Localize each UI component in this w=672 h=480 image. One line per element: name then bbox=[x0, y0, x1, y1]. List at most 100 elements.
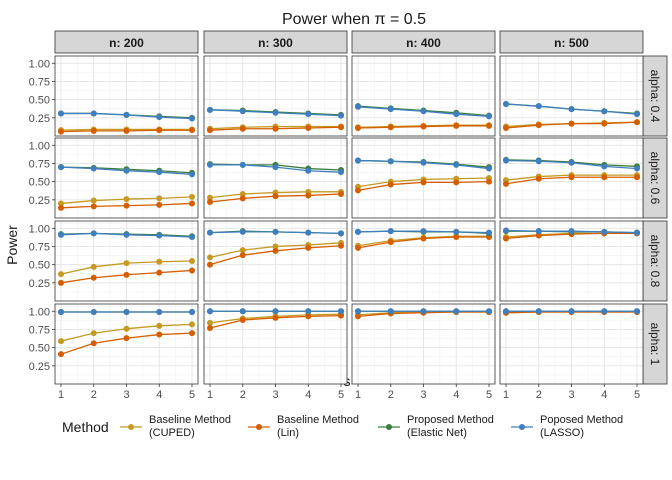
data-point bbox=[239, 308, 246, 315]
data-point bbox=[207, 325, 213, 331]
data-point bbox=[305, 192, 312, 199]
panel-border bbox=[351, 137, 496, 219]
data-point bbox=[568, 106, 575, 113]
data-point bbox=[503, 308, 509, 315]
x-tick-label: 5 bbox=[189, 389, 195, 401]
panel-border bbox=[54, 220, 199, 302]
data-point bbox=[355, 244, 361, 251]
panel-border bbox=[203, 55, 348, 137]
data-point bbox=[123, 111, 130, 118]
data-point bbox=[272, 164, 279, 171]
data-point bbox=[272, 193, 279, 200]
data-point bbox=[338, 230, 344, 237]
legend-label-lin: Baseline Method (Lin) bbox=[277, 414, 359, 439]
data-point bbox=[123, 309, 130, 315]
data-point bbox=[58, 204, 64, 211]
data-point bbox=[634, 308, 640, 315]
data-point bbox=[272, 243, 279, 250]
data-point bbox=[601, 228, 608, 235]
data-point bbox=[634, 119, 640, 126]
legend-key-elastic-net bbox=[378, 424, 400, 430]
col-strip bbox=[203, 30, 348, 54]
x-tick-label: 5 bbox=[634, 389, 640, 401]
data-point bbox=[123, 260, 130, 267]
y-tick-label: 0.75 bbox=[29, 324, 50, 336]
data-point bbox=[503, 180, 509, 187]
data-point bbox=[355, 103, 361, 110]
data-point bbox=[535, 175, 542, 182]
data-point bbox=[58, 200, 64, 207]
data-point bbox=[387, 158, 394, 165]
data-point bbox=[601, 108, 608, 115]
data-point bbox=[189, 193, 195, 200]
data-point bbox=[486, 229, 492, 236]
data-point bbox=[305, 229, 312, 236]
data-point bbox=[355, 125, 361, 131]
x-tick-label: 1 bbox=[207, 389, 213, 401]
row-strip-label: alpha: 1 bbox=[648, 323, 662, 366]
x-tick-label: 5 bbox=[338, 389, 344, 401]
x-tick-label: 1 bbox=[355, 389, 361, 401]
col-strip bbox=[54, 30, 199, 54]
panel-border bbox=[499, 55, 644, 137]
row-strip bbox=[642, 137, 668, 219]
data-point bbox=[272, 247, 279, 254]
data-point bbox=[601, 120, 608, 127]
data-point bbox=[58, 279, 64, 286]
data-point bbox=[338, 312, 344, 319]
data-point bbox=[207, 308, 213, 315]
data-point bbox=[207, 261, 213, 268]
data-point bbox=[58, 351, 64, 358]
data-point bbox=[272, 109, 279, 116]
y-tick-label: 1.00 bbox=[29, 58, 50, 70]
data-point bbox=[387, 181, 394, 188]
data-point bbox=[453, 308, 460, 315]
data-point bbox=[305, 313, 312, 320]
x-tick-label: 3 bbox=[272, 389, 278, 401]
data-point bbox=[387, 308, 394, 315]
data-point bbox=[239, 195, 246, 202]
data-point bbox=[486, 122, 492, 129]
data-point bbox=[486, 308, 492, 315]
data-point bbox=[189, 309, 195, 315]
y-tick-label: 1.00 bbox=[29, 306, 50, 318]
data-point bbox=[90, 340, 97, 347]
data-point bbox=[156, 127, 163, 134]
data-point bbox=[207, 106, 213, 113]
x-tick-label: 1 bbox=[58, 389, 64, 401]
data-point bbox=[272, 228, 279, 235]
data-point bbox=[90, 263, 97, 270]
data-point bbox=[305, 167, 312, 174]
data-point bbox=[568, 120, 575, 127]
y-tick-label: 1.00 bbox=[29, 140, 50, 152]
data-point bbox=[207, 194, 213, 201]
data-point bbox=[601, 308, 608, 315]
data-point bbox=[156, 309, 163, 315]
data-point bbox=[355, 157, 361, 164]
y-tick-label: 0.50 bbox=[29, 343, 50, 355]
y-tick-label: 0.50 bbox=[29, 95, 50, 107]
col-strip-label: n: 300 bbox=[258, 36, 293, 50]
chart-title: Power when π = 0.5 bbox=[282, 11, 426, 28]
data-point bbox=[58, 164, 64, 171]
y-tick-label: 0.25 bbox=[29, 113, 50, 125]
x-tick-label: 2 bbox=[240, 389, 246, 401]
data-point bbox=[189, 171, 195, 178]
data-point bbox=[123, 325, 130, 332]
data-point bbox=[420, 123, 427, 130]
data-point bbox=[338, 124, 344, 131]
col-strip-label: n: 200 bbox=[109, 36, 144, 50]
legend-key-cuped bbox=[120, 424, 142, 430]
y-axis-label: Power bbox=[4, 225, 20, 265]
row-strip-label: alpha: 0.4 bbox=[648, 70, 662, 123]
data-point bbox=[156, 269, 163, 276]
y-tick-label: 0.75 bbox=[29, 158, 50, 170]
legend-key-lin bbox=[248, 424, 270, 430]
data-point bbox=[90, 309, 97, 315]
col-strip bbox=[351, 30, 496, 54]
data-point bbox=[90, 203, 97, 210]
data-point bbox=[58, 338, 64, 345]
panel-border bbox=[54, 55, 199, 137]
data-point bbox=[355, 308, 361, 315]
data-point bbox=[156, 169, 163, 176]
